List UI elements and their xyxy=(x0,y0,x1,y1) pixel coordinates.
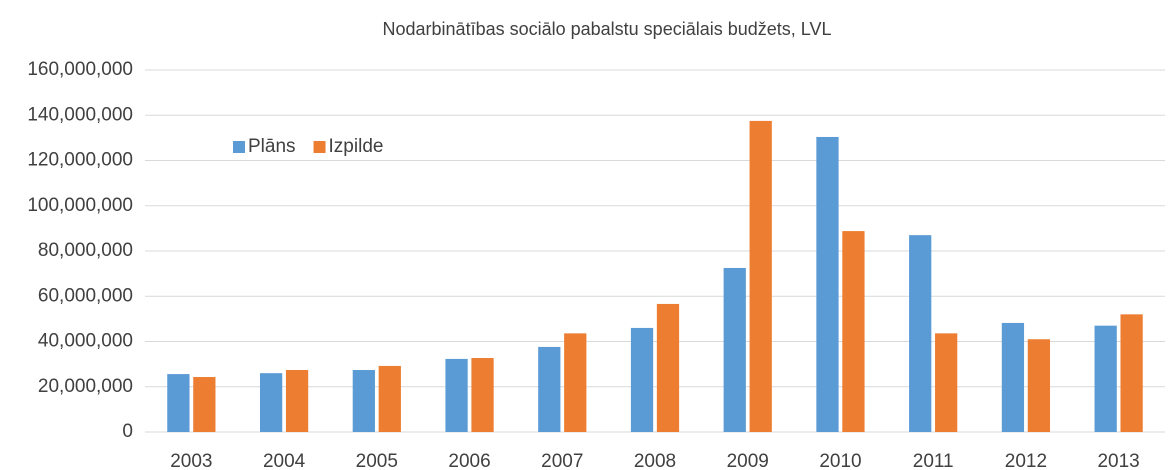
y-tick-label: 100,000,000 xyxy=(27,195,133,216)
y-tick-label: 140,000,000 xyxy=(27,104,133,125)
x-tick-label: 2005 xyxy=(356,451,398,470)
bar xyxy=(909,235,932,432)
y-tick-label: 120,000,000 xyxy=(27,150,133,171)
bar xyxy=(1001,322,1025,432)
x-tick-label: 2009 xyxy=(727,451,769,470)
x-tick-label: 2012 xyxy=(1005,451,1047,470)
legend-swatch xyxy=(313,141,326,153)
x-tick-label: 2011 xyxy=(913,451,954,470)
bar xyxy=(352,370,375,432)
bar xyxy=(538,346,561,432)
x-tick-label: 2007 xyxy=(541,451,583,470)
x-tick-label: 2010 xyxy=(819,451,861,470)
y-tick-label: 40,000,000 xyxy=(38,331,133,352)
bar xyxy=(378,365,401,432)
bar xyxy=(1027,339,1051,432)
y-tick-label: 60,000,000 xyxy=(38,285,133,306)
bar xyxy=(445,358,468,432)
bar xyxy=(816,136,839,432)
bar xyxy=(842,231,865,432)
bar xyxy=(564,333,587,432)
bar xyxy=(167,374,190,432)
legend-swatch xyxy=(233,141,245,153)
bar xyxy=(471,358,494,432)
bar xyxy=(285,370,309,432)
y-tick-label: 80,000,000 xyxy=(38,240,133,261)
legend-label: Izpilde xyxy=(329,136,384,157)
bar xyxy=(193,377,216,432)
y-tick-label: 20,000,000 xyxy=(38,376,133,397)
bar xyxy=(630,327,654,432)
bar xyxy=(656,303,680,432)
chart-title: Nodarbinātības sociālo pabalstu speciāla… xyxy=(383,19,832,39)
bar xyxy=(723,267,746,432)
bar xyxy=(935,333,958,432)
x-tick-label: 2006 xyxy=(448,451,490,470)
y-tick-label: 0 xyxy=(122,421,133,442)
x-tick-label: 2013 xyxy=(1097,451,1139,470)
x-tick-label: 2004 xyxy=(263,451,306,470)
bar xyxy=(1120,314,1143,432)
x-tick-label: 2003 xyxy=(170,451,212,470)
y-tick-label: 160,000,000 xyxy=(27,59,133,80)
bar xyxy=(259,373,283,432)
bar xyxy=(1094,325,1117,432)
bar xyxy=(749,120,772,432)
x-tick-label: 2008 xyxy=(634,451,676,470)
legend-label: Plāns xyxy=(248,136,296,157)
